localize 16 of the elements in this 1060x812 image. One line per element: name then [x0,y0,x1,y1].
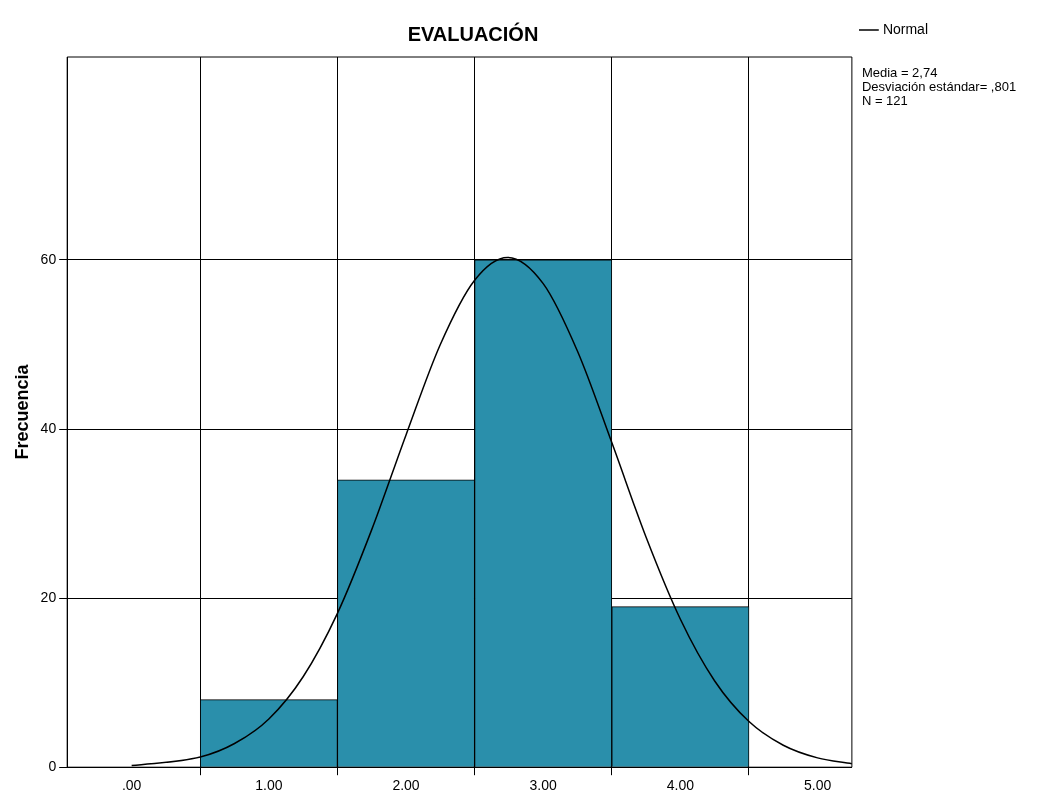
x-tick-label: 2.00 [392,777,420,794]
legend-label: Normal [882,20,929,37]
y-tick-label: 60 [40,250,57,267]
x-tick-label: 3.00 [529,777,558,794]
y-tick-label: 20 [40,588,57,605]
x-tick-label: 5.00 [803,777,832,794]
x-tick-label: 4.00 [666,777,695,794]
chart-title: EVALUACIÓN [407,21,539,45]
x-tick-label: .00 [121,777,142,794]
text: N = 121 [861,93,908,109]
y-axis-title: Frecuencia [11,363,32,460]
y-tick-label: 0 [48,758,57,775]
text: Desviación estándar= ,801 [861,79,1017,95]
y-tick-label: 40 [40,419,57,436]
text: Media = 2,74 [861,65,938,81]
x-tick-label: 1.00 [255,777,283,794]
